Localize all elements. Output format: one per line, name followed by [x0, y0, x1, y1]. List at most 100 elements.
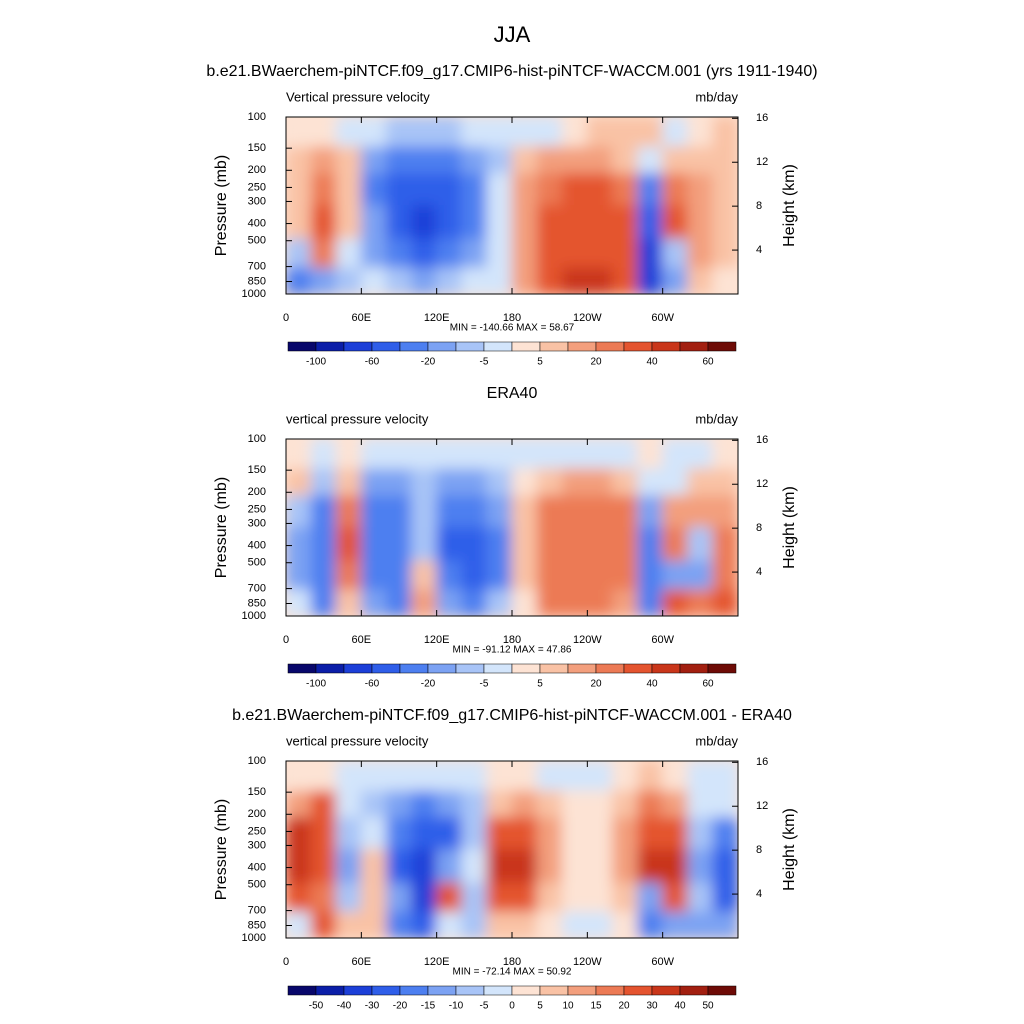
- field-cell: [712, 146, 738, 175]
- field-cell: [586, 173, 613, 206]
- field-cell: [687, 527, 714, 562]
- figure-title: JJA: [494, 22, 531, 47]
- y2-tick-label: 8: [756, 844, 762, 856]
- y-tick-label: 200: [248, 164, 266, 176]
- field-cell: [586, 205, 613, 240]
- field-cell: [687, 267, 714, 294]
- field-cell: [461, 560, 488, 591]
- field-cells: [286, 117, 738, 294]
- field-cell: [411, 205, 438, 240]
- colorbar-label: -30: [365, 1001, 380, 1012]
- colorbar-box: [399, 341, 429, 352]
- field-cell: [335, 589, 362, 616]
- y-tick-label: 400: [248, 217, 266, 229]
- field-cell: [511, 817, 538, 850]
- field-cell: [411, 468, 438, 497]
- colorbar-box: [623, 341, 653, 352]
- field-cell: [360, 882, 387, 913]
- colorbar-label: -60: [365, 357, 380, 368]
- field-cell: [637, 173, 664, 206]
- colorbar-label: -20: [421, 679, 436, 690]
- field-cell: [586, 560, 613, 591]
- colorbar-box: [399, 663, 429, 674]
- field-cell: [286, 146, 312, 175]
- colorbar-label: -10: [449, 1001, 464, 1012]
- x-tick-label: 60E: [352, 634, 372, 646]
- field-cell: [335, 527, 362, 562]
- field-cell: [637, 468, 664, 497]
- field-cell: [536, 817, 563, 850]
- field-cell: [712, 849, 738, 884]
- y-tick-label: 300: [248, 517, 266, 529]
- field-cell: [611, 790, 639, 819]
- field-cell: [637, 205, 664, 240]
- colorbar-box: [343, 985, 373, 996]
- y-tick-label: 700: [248, 582, 266, 594]
- field-cell: [335, 560, 362, 591]
- y-axis-title: Pressure (mb): [213, 477, 230, 578]
- colorbar-label: 5: [537, 357, 543, 368]
- y2-tick-label: 16: [756, 756, 768, 768]
- field-cell: [436, 527, 463, 562]
- field-cell: [486, 790, 513, 819]
- y-axis-title: Pressure (mb): [213, 155, 230, 256]
- field-cell: [611, 849, 639, 884]
- field-cell: [561, 527, 588, 562]
- field-cell: [662, 468, 689, 497]
- colorbar-box: [707, 341, 737, 352]
- colorbar-box: [315, 985, 345, 996]
- field-cell: [360, 173, 387, 206]
- field-cell: [511, 238, 538, 269]
- field-cell: [486, 238, 513, 269]
- field-cell: [286, 560, 312, 591]
- field-cell: [310, 882, 337, 913]
- colorbar-label: 5: [537, 1001, 543, 1012]
- field-cell: [662, 495, 689, 528]
- colorbar-box: [707, 985, 737, 996]
- field-cell: [586, 849, 613, 884]
- field-cell: [335, 817, 362, 850]
- field-cell: [310, 560, 337, 591]
- field-cell: [637, 790, 664, 819]
- y-tick-label: 1000: [242, 288, 266, 300]
- field-cell: [637, 589, 664, 616]
- field-cell: [335, 238, 362, 269]
- field-cells: [286, 761, 738, 938]
- y-tick-label: 1000: [242, 932, 266, 944]
- colorbar-label: -5: [480, 357, 489, 368]
- colorbar-label: -100: [306, 679, 326, 690]
- field-cell: [310, 761, 337, 792]
- field-cell: [687, 468, 714, 497]
- x-tick-label: 180: [503, 956, 521, 968]
- y2-tick-label: 16: [756, 434, 768, 446]
- field-cell: [436, 267, 463, 294]
- colorbar-box: [399, 985, 429, 996]
- field-cell: [360, 468, 387, 497]
- field-cell: [536, 173, 563, 206]
- field-cell: [511, 589, 538, 616]
- y-tick-label: 500: [248, 879, 266, 891]
- colorbar-box: [455, 985, 485, 996]
- field-cell: [385, 817, 413, 850]
- colorbar-box: [371, 341, 401, 352]
- colorbar-box: [539, 341, 569, 352]
- x-tick-label: 0: [283, 956, 289, 968]
- field-cell: [561, 117, 588, 148]
- field-cell: [662, 882, 689, 913]
- field-cell: [536, 882, 563, 913]
- field-cell: [461, 146, 488, 175]
- y-tick-label: 700: [248, 904, 266, 916]
- field-cell: [536, 146, 563, 175]
- colorbar-box: [511, 985, 541, 996]
- colorbar-box: [287, 341, 317, 352]
- field-cell: [712, 439, 738, 470]
- colorbar-box: [595, 985, 625, 996]
- colorbar-box: [679, 341, 709, 352]
- field-cell: [586, 439, 613, 470]
- field-cell: [461, 267, 488, 294]
- field-cell: [586, 267, 613, 294]
- field-cell: [360, 117, 387, 148]
- field-cell: [486, 560, 513, 591]
- colorbar-box: [595, 341, 625, 352]
- y-axis-title: Pressure (mb): [213, 799, 230, 900]
